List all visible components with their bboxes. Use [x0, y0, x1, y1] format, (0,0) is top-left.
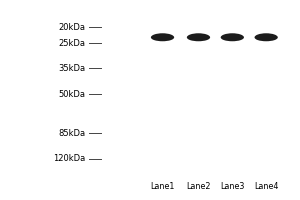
Text: 35kDa: 35kDa: [58, 64, 85, 73]
Text: Lane4: Lane4: [254, 182, 278, 191]
Ellipse shape: [187, 33, 210, 41]
Text: 85kDa: 85kDa: [58, 129, 85, 138]
Text: 25kDa: 25kDa: [58, 39, 85, 48]
Text: 50kDa: 50kDa: [58, 90, 85, 99]
Ellipse shape: [254, 33, 278, 41]
Text: 120kDa: 120kDa: [53, 154, 86, 163]
Text: Lane2: Lane2: [186, 182, 211, 191]
Ellipse shape: [221, 33, 244, 41]
Text: Lane3: Lane3: [220, 182, 244, 191]
Text: Lane1: Lane1: [150, 182, 175, 191]
Ellipse shape: [151, 33, 174, 41]
Text: 20kDa: 20kDa: [58, 23, 85, 32]
